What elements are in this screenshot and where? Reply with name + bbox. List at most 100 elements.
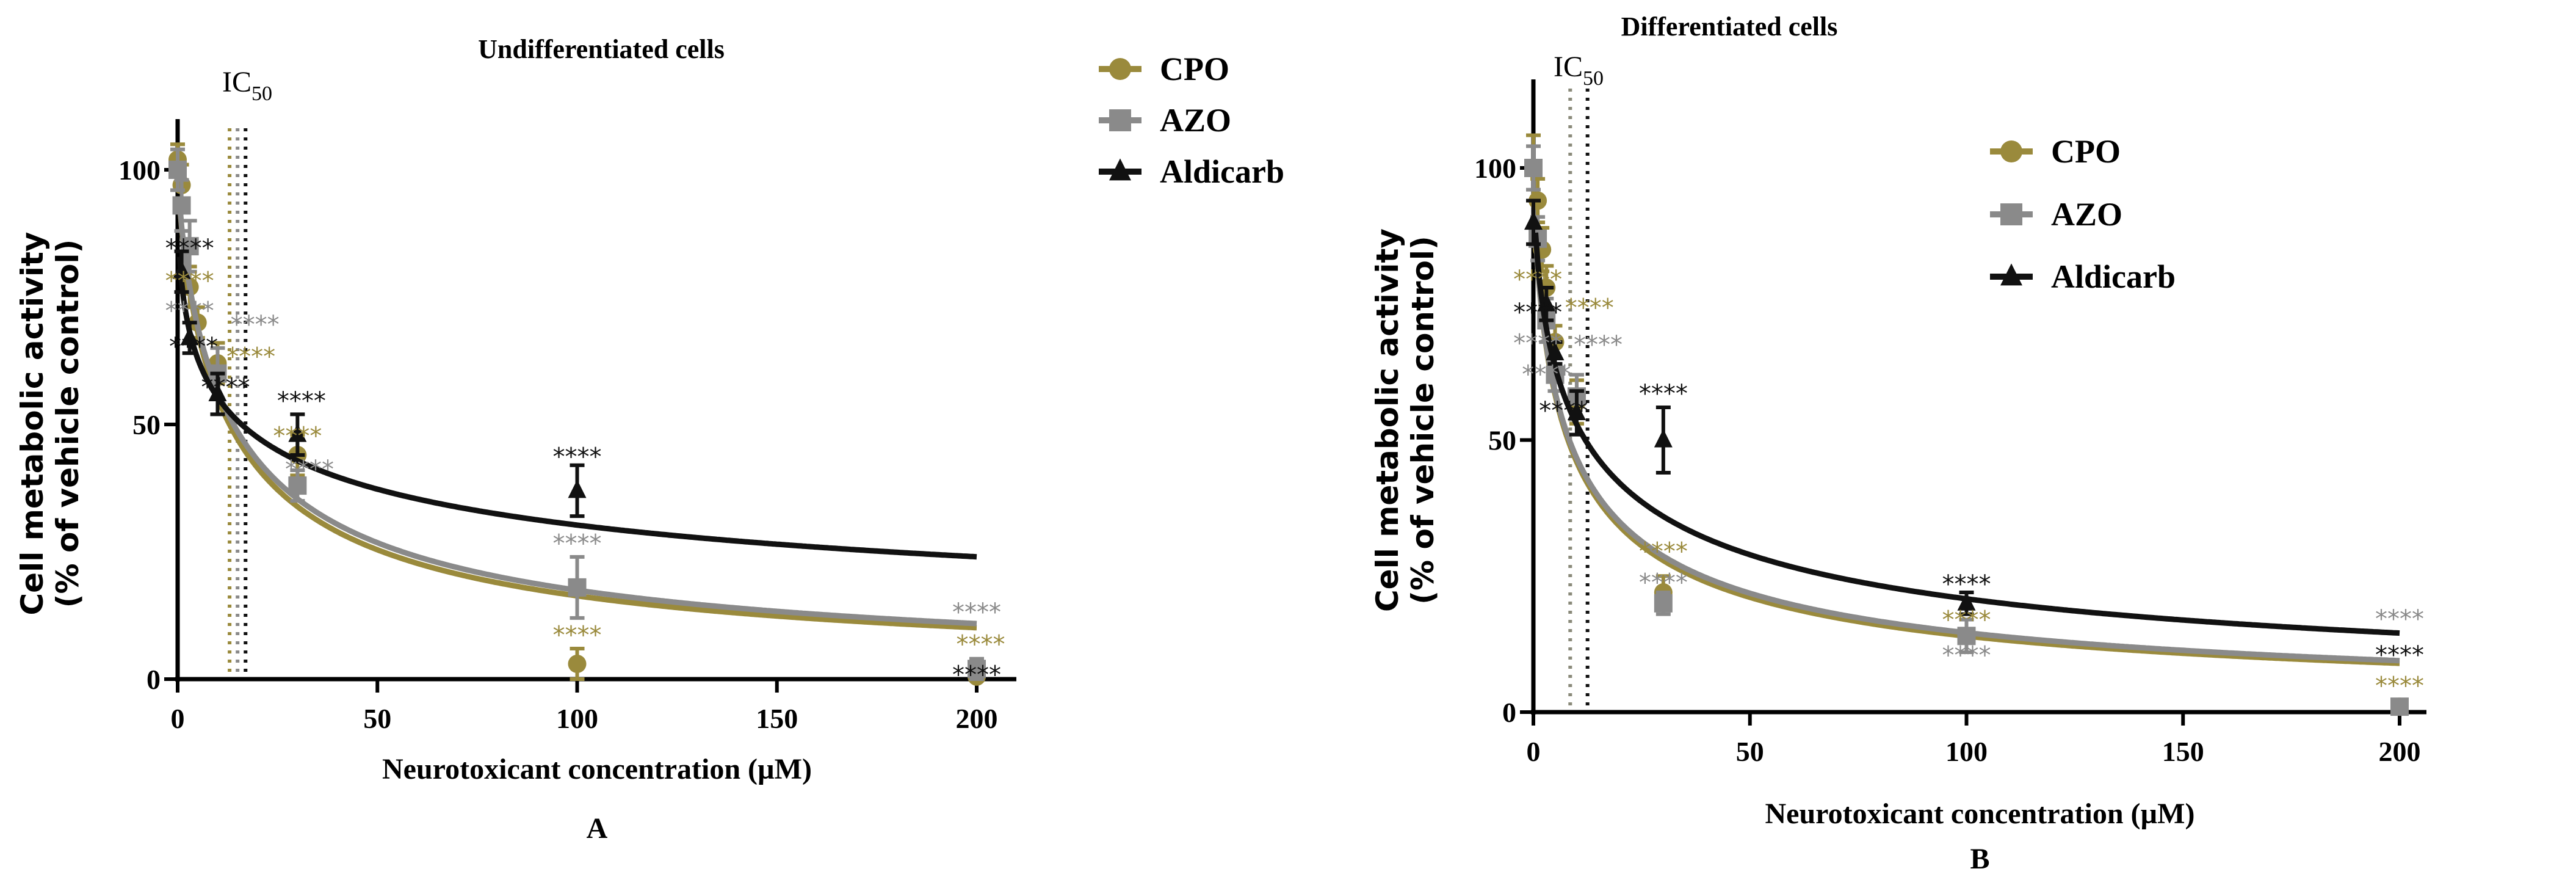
y-axis-label-line2: (% of vehicle control) [1405, 236, 1441, 605]
data-point [1654, 429, 1673, 448]
significance-annotation: **** [1942, 570, 1991, 599]
ic50-label: IC50 [222, 66, 272, 105]
ic50-label-text: IC [222, 66, 251, 98]
legend-label: AZO [1160, 102, 1231, 139]
legend-marker-triangle-icon [2000, 263, 2022, 286]
significance-annotation: **** [1942, 606, 1991, 634]
significance-annotation: **** [1639, 380, 1688, 408]
ic50-label-subscript: 50 [1583, 67, 1604, 90]
x-tick-label: 50 [1736, 736, 1764, 767]
x-axis-label: Neurotoxicant concentration (µM) [1765, 798, 2195, 830]
significance-annotation: **** [1574, 331, 1623, 359]
chart-title: Undifferentiated cells [478, 34, 725, 64]
data-point [1537, 293, 1556, 311]
significance-annotation: **** [1513, 330, 1562, 358]
legend-label: Aldicarb [2051, 258, 2176, 295]
significance-annotation: **** [201, 374, 250, 402]
legend-label: CPO [1160, 51, 1229, 87]
panel-label: B [1970, 843, 1989, 875]
data-point [1957, 627, 1976, 646]
significance-annotation: **** [952, 599, 1001, 627]
data-point [180, 327, 199, 346]
data-point [1957, 592, 1976, 611]
data-point [968, 660, 986, 679]
series-azo [168, 147, 986, 681]
ic50-label-subscript: 50 [251, 82, 272, 105]
series-aldicarb [172, 249, 977, 560]
significance-annotation: **** [2375, 672, 2424, 701]
legend-marker-square-icon [2000, 203, 2022, 225]
panel-label: A [587, 812, 608, 845]
data-point [288, 423, 307, 442]
y-tick-label: 0 [147, 664, 161, 695]
series-azo [1524, 144, 2409, 716]
significance-annotation: **** [1639, 538, 1688, 566]
data-point [288, 476, 307, 495]
significance-annotation: **** [165, 235, 214, 263]
fit-curve-aldicarb [176, 257, 977, 560]
legend-label: AZO [2051, 196, 2122, 233]
significance-annotation: **** [1513, 299, 1562, 327]
data-point [1654, 594, 1673, 613]
x-tick-label: 100 [556, 703, 598, 734]
y-tick-label: 0 [1502, 697, 1516, 728]
x-tick-label: 150 [756, 703, 798, 734]
y-tick-label: 50 [1488, 425, 1516, 456]
significance-annotation: **** [165, 267, 214, 295]
legend-marker-circle-icon [2000, 140, 2022, 162]
y-tick-label: 50 [132, 409, 161, 440]
chart-title: Differentiated cells [1621, 12, 1838, 42]
significance-annotation: **** [952, 661, 1001, 689]
data-point [172, 196, 191, 215]
data-point [568, 479, 587, 498]
significance-annotation: **** [285, 456, 334, 484]
data-point [568, 654, 587, 673]
significance-annotation: **** [1522, 360, 1571, 388]
x-tick-label: 200 [2379, 736, 2421, 767]
significance-annotation: **** [226, 343, 275, 371]
data-point [208, 382, 227, 401]
x-tick-label: 150 [2162, 736, 2204, 767]
legend-marker-triangle-icon [1109, 158, 1131, 181]
ic50-label: IC50 [1554, 51, 1604, 90]
y-axis-label-line1: Cell metabolic activity [15, 231, 50, 615]
significance-annotation: **** [553, 530, 602, 558]
y-axis-label-line1: Cell metabolic activity [1370, 228, 1405, 612]
significance-annotation: **** [2375, 605, 2424, 633]
significance-annotation: **** [553, 622, 602, 650]
significance-annotation: **** [553, 443, 602, 471]
x-tick-label: 100 [1945, 736, 1988, 767]
ic50-label-text: IC [1554, 51, 1583, 83]
x-tick-label: 0 [1527, 736, 1541, 767]
significance-annotation: **** [1539, 397, 1588, 425]
x-tick-label: 0 [171, 703, 185, 734]
legend-marker-circle-icon [1109, 58, 1131, 80]
data-point [172, 260, 191, 279]
significance-annotation: **** [169, 333, 218, 361]
legend-label: Aldicarb [1160, 153, 1284, 190]
significance-annotation: **** [957, 630, 1005, 658]
data-point [1524, 159, 1543, 177]
x-tick-label: 200 [956, 703, 998, 734]
significance-annotation: **** [165, 297, 214, 326]
series-aldicarb [1524, 198, 2400, 636]
y-tick-label: 100 [118, 155, 161, 186]
legend-marker-square-icon [1109, 109, 1131, 131]
data-point [1567, 401, 1586, 420]
significance-annotation: **** [231, 311, 280, 339]
significance-annotation: **** [1513, 266, 1562, 294]
data-point [2390, 697, 2409, 716]
significance-annotation: **** [1565, 294, 1614, 322]
significance-annotation: **** [1639, 569, 1688, 597]
data-point [168, 161, 187, 179]
significance-annotation: **** [277, 387, 326, 415]
y-axis-label-line2: (% of vehicle control) [50, 239, 85, 608]
data-point [1546, 341, 1565, 360]
x-tick-label: 50 [363, 703, 391, 734]
significance-annotation: **** [1942, 642, 1991, 670]
x-axis-label: Neurotoxicant concentration (µM) [382, 753, 812, 785]
